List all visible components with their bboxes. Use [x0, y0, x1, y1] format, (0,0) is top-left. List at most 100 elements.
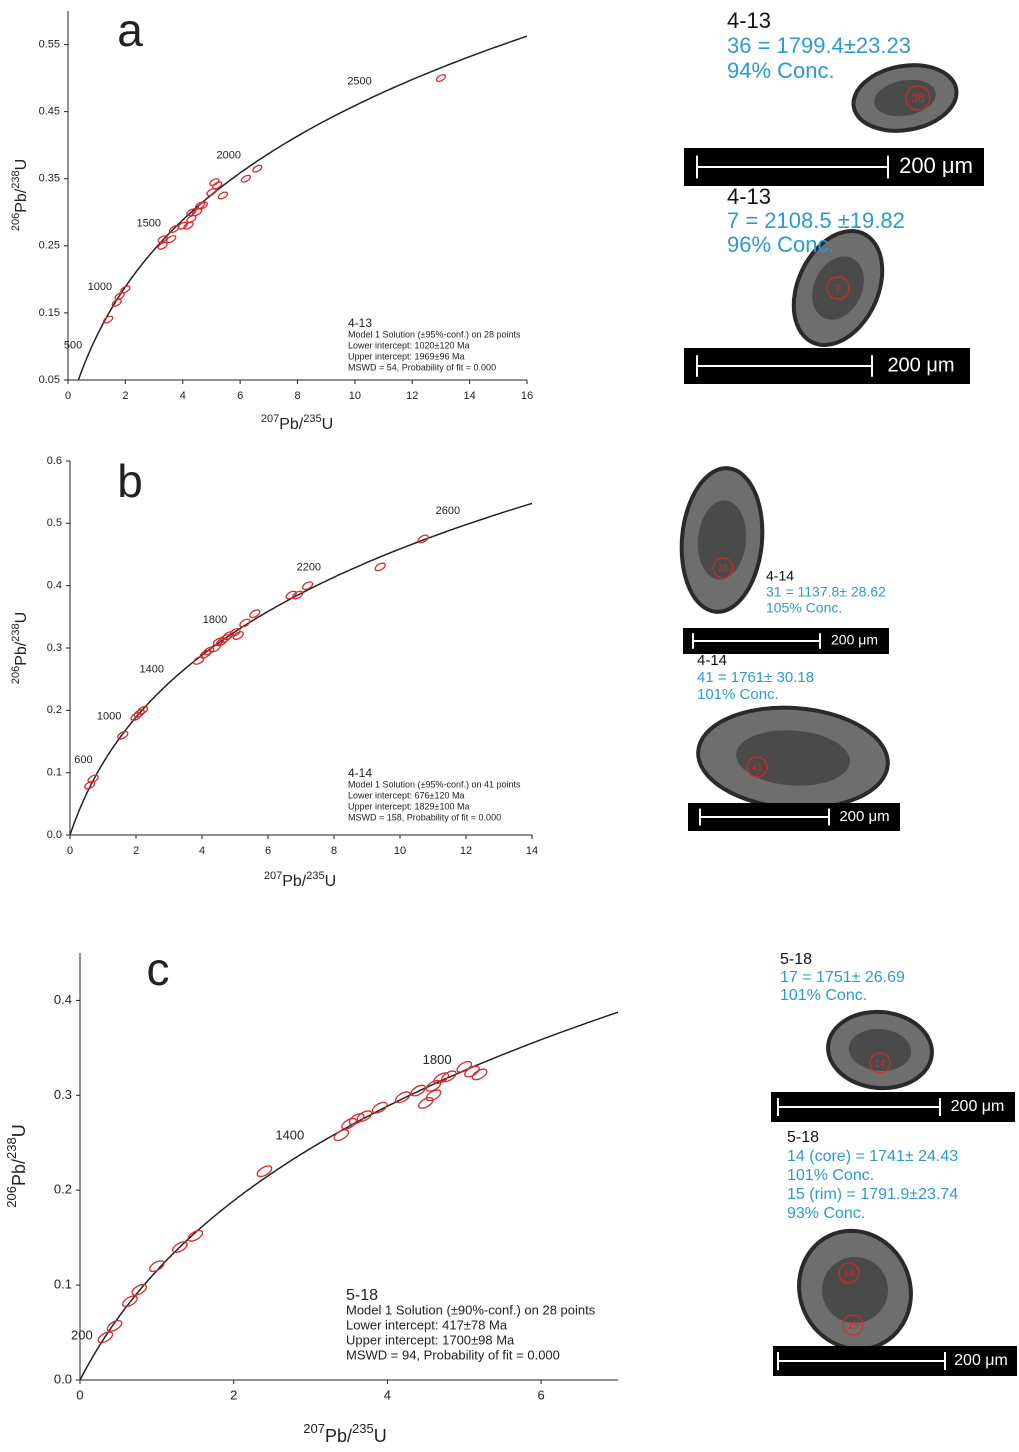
label-text: Pb/ — [282, 873, 307, 890]
x-tick-label: 12 — [460, 845, 472, 857]
image-caption: 101% Conc. — [697, 686, 779, 703]
annotation: Lower intercept: 417±78 Ma — [346, 1317, 508, 1332]
error-ellipse — [435, 73, 446, 83]
x-tick-label: 2 — [133, 845, 139, 857]
error-ellipse — [249, 608, 262, 619]
error-ellipse — [197, 201, 208, 211]
age-label: 2200 — [297, 561, 321, 573]
annotation: Model 1 Solution (±95%-conf.) on 28 poin… — [348, 329, 521, 339]
error-ellipse — [106, 1318, 124, 1333]
age-label: 200 — [71, 1328, 93, 1343]
y-tick-label: 0.4 — [54, 992, 72, 1007]
x-tick-label: 8 — [294, 390, 300, 402]
label-text: U — [374, 1426, 387, 1446]
spot-label: 31 — [717, 564, 729, 575]
y-tick-label: 0.3 — [47, 642, 62, 654]
label-text: Pb/ — [9, 1159, 29, 1186]
y-tick-label: 0.05 — [39, 374, 60, 386]
label-superscript: 207 — [264, 870, 282, 882]
spot-label: 14 — [843, 1269, 855, 1280]
age-label: 2000 — [216, 149, 240, 161]
y-axis-label: 206Pb/238U — [4, 1124, 29, 1207]
age-label: 1000 — [97, 710, 121, 722]
error-ellipse — [301, 580, 314, 591]
label-text: Pb/ — [279, 416, 304, 433]
error-ellipse — [374, 562, 387, 573]
label-text: U — [13, 159, 30, 171]
error-ellipse — [117, 730, 130, 741]
spot-label: 41 — [751, 763, 763, 774]
image-caption: 105% Conc. — [766, 600, 842, 616]
x-tick-label: 10 — [349, 390, 361, 402]
error-ellipse — [103, 315, 114, 325]
annotation: Lower intercept: 676±120 Ma — [348, 790, 465, 800]
error-ellipse — [256, 1164, 274, 1179]
annotation: MSWD = 54, Probability of fit = 0.000 — [348, 362, 496, 372]
x-tick-label: 6 — [237, 390, 243, 402]
x-tick-label: 14 — [526, 845, 538, 857]
image-caption: 94% Conc. — [727, 58, 835, 83]
image-caption: 36 = 1799.4±23.23 — [727, 33, 911, 58]
annotation: 4-14 — [348, 766, 372, 780]
error-ellipse — [212, 181, 223, 191]
error-ellipse — [87, 774, 100, 785]
label-superscript: 238 — [10, 170, 22, 188]
figure: 0.050.150.250.350.450.550246810121416207… — [0, 0, 1019, 1452]
x-tick-label: 16 — [521, 390, 533, 402]
label-superscript: 206 — [10, 666, 22, 684]
y-tick-label: 0.0 — [54, 1371, 72, 1386]
label-superscript: 207 — [303, 1421, 325, 1436]
error-ellipse — [186, 1228, 204, 1243]
x-tick-label: 0 — [67, 845, 73, 857]
y-tick-label: 0.2 — [54, 1182, 72, 1197]
x-axis-label: 207Pb/235U — [261, 413, 333, 433]
y-tick-label: 0.6 — [47, 455, 62, 467]
y-axis-label: 206Pb/238U — [10, 612, 30, 684]
x-tick-label: 0 — [76, 1387, 83, 1402]
age-label: 1800 — [203, 614, 227, 626]
error-ellipse — [240, 174, 251, 184]
panel-letter: a — [117, 4, 143, 56]
label-superscript: 207 — [261, 413, 279, 425]
label-superscript: 238 — [10, 623, 22, 641]
y-tick-label: 0.35 — [39, 173, 60, 185]
age-label: 2600 — [436, 505, 460, 517]
error-ellipse — [394, 1090, 412, 1105]
label-superscript: 206 — [10, 213, 22, 231]
annotation: Model 1 Solution (±95%-conf.) on 41 poin… — [348, 779, 521, 789]
label-superscript: 235 — [352, 1421, 374, 1436]
x-tick-label: 0 — [65, 390, 71, 402]
spot-label: 14 — [874, 1059, 886, 1070]
label-text: Pb/ — [13, 641, 30, 666]
scale-bar-label: 200 μm — [831, 632, 878, 648]
image-caption: 5-18 — [787, 1129, 819, 1146]
image-caption: 96% Conc. — [727, 232, 835, 257]
x-tick-label: 14 — [464, 390, 476, 402]
spot-label: 7 — [835, 283, 841, 295]
image-caption: 31 = 1137.8± 28.62 — [766, 584, 886, 600]
error-ellipse — [217, 191, 228, 201]
image-caption: 4-14 — [766, 568, 794, 584]
image-caption: 4-13 — [727, 8, 771, 33]
x-tick-label: 4 — [199, 845, 205, 857]
error-ellipse — [192, 655, 205, 666]
annotation: Upper intercept: 1969±96 Ma — [348, 351, 465, 361]
age-label: 1400 — [140, 664, 164, 676]
x-axis-label: 207Pb/235U — [303, 1421, 386, 1446]
image-caption: 17 = 1751± 26.69 — [780, 969, 905, 986]
error-ellipse — [202, 646, 215, 657]
label-superscript: 238 — [4, 1137, 19, 1159]
error-ellipse — [417, 534, 430, 545]
x-axis-label: 207Pb/235U — [264, 870, 336, 890]
y-tick-label: 0.1 — [54, 1277, 72, 1292]
y-tick-label: 0.3 — [54, 1087, 72, 1102]
error-ellipse — [239, 618, 252, 629]
image-caption: 101% Conc. — [780, 987, 867, 1004]
scale-bar-label: 200 μm — [887, 354, 954, 376]
image-caption: 7 = 2108.5 ±19.82 — [727, 208, 905, 233]
annotation: Lower intercept: 1020±120 Ma — [348, 340, 470, 350]
age-label: 1500 — [137, 218, 161, 230]
annotation: 4-13 — [348, 316, 372, 330]
label-text: Pb/ — [13, 188, 30, 213]
panel-letter: b — [117, 455, 143, 507]
